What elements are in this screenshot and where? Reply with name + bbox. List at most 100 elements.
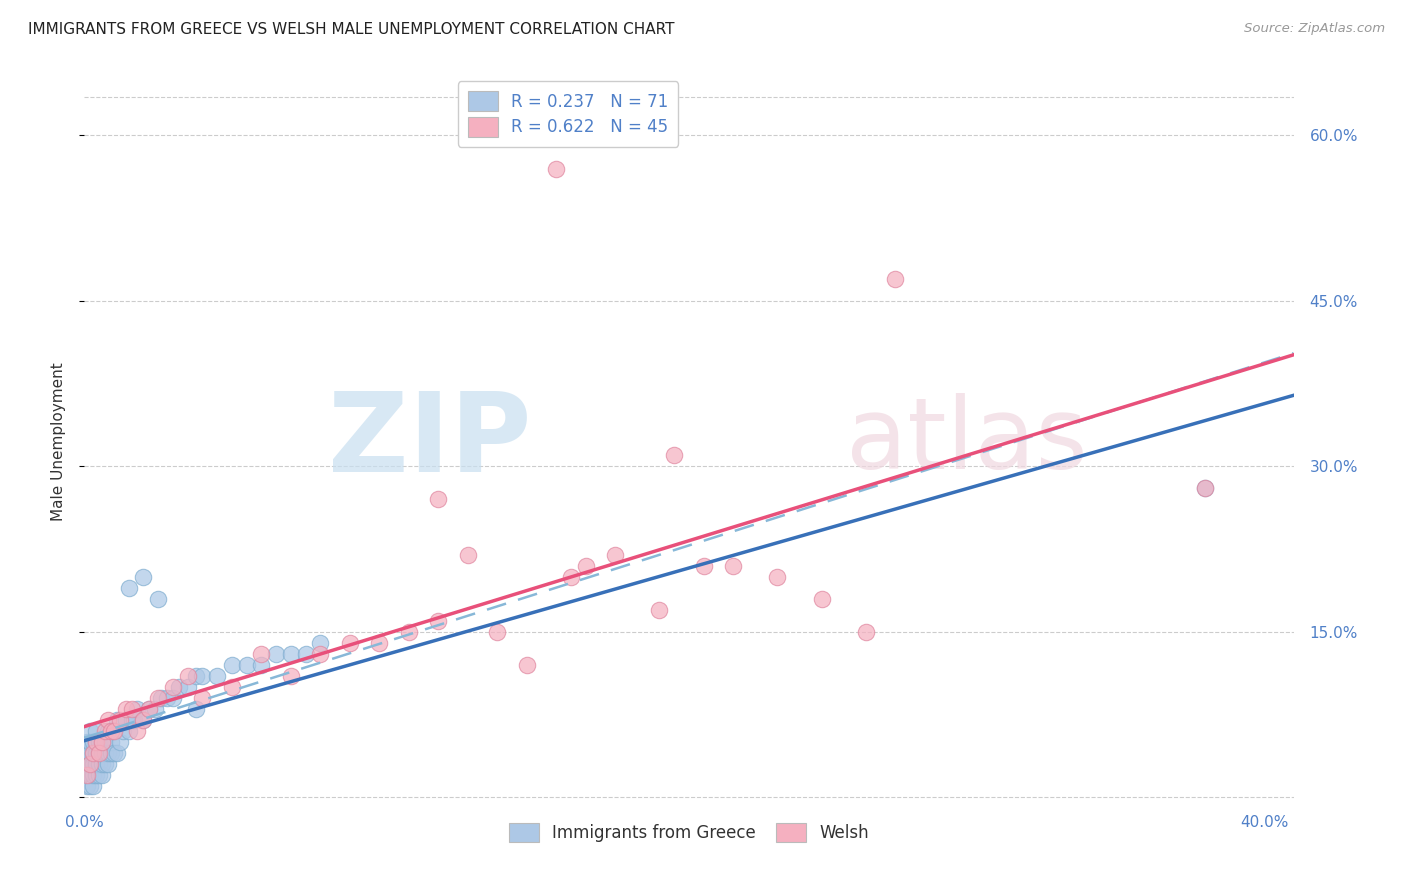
Point	[79, 746, 101, 760]
Point	[280, 669, 302, 683]
Point	[97, 746, 120, 760]
Point	[79, 779, 101, 793]
Point	[1194, 482, 1216, 496]
Point	[76, 746, 98, 760]
Point	[108, 735, 131, 749]
Point	[457, 548, 479, 562]
Point	[100, 735, 122, 749]
Point	[766, 569, 789, 583]
Point	[84, 735, 107, 749]
Point	[82, 735, 104, 749]
Point	[97, 724, 120, 739]
Point	[575, 558, 598, 573]
Point	[105, 713, 128, 727]
Point	[191, 669, 214, 683]
Point	[76, 735, 98, 749]
Point	[560, 569, 582, 583]
Point	[1194, 482, 1216, 496]
Point	[91, 757, 114, 772]
Y-axis label: Male Unemployment: Male Unemployment	[51, 362, 66, 521]
Point	[138, 702, 160, 716]
Point	[76, 768, 98, 782]
Point	[427, 614, 450, 628]
Point	[162, 691, 184, 706]
Point	[76, 779, 98, 793]
Point	[79, 768, 101, 782]
Point	[309, 636, 332, 650]
Point	[82, 757, 104, 772]
Point	[132, 569, 155, 583]
Text: Source: ZipAtlas.com: Source: ZipAtlas.com	[1244, 22, 1385, 36]
Point	[82, 746, 104, 760]
Point	[117, 724, 139, 739]
Point	[100, 724, 122, 739]
Point	[91, 735, 114, 749]
Point	[87, 746, 110, 760]
Point	[94, 724, 117, 739]
Point	[150, 691, 173, 706]
Point	[117, 581, 139, 595]
Point	[121, 713, 143, 727]
Text: ZIP: ZIP	[329, 388, 531, 495]
Point	[79, 724, 101, 739]
Point	[84, 735, 107, 749]
Point	[309, 647, 332, 661]
Point	[156, 691, 179, 706]
Point	[146, 591, 169, 606]
Point	[94, 746, 117, 760]
Point	[87, 757, 110, 772]
Point	[91, 768, 114, 782]
Point	[94, 757, 117, 772]
Point	[82, 779, 104, 793]
Point	[664, 448, 686, 462]
Point	[114, 702, 136, 716]
Point	[146, 691, 169, 706]
Point	[176, 680, 198, 694]
Point	[127, 724, 149, 739]
Point	[76, 757, 98, 772]
Point	[186, 702, 208, 716]
Point	[97, 757, 120, 772]
Point	[486, 624, 509, 639]
Point	[264, 647, 287, 661]
Point	[84, 768, 107, 782]
Point	[87, 746, 110, 760]
Point	[79, 735, 101, 749]
Point	[648, 603, 671, 617]
Point	[516, 657, 538, 672]
Point	[138, 702, 160, 716]
Point	[339, 636, 361, 650]
Point	[84, 746, 107, 760]
Point	[692, 558, 714, 573]
Point	[143, 702, 166, 716]
Point	[79, 757, 101, 772]
Point	[205, 669, 228, 683]
Point	[884, 272, 907, 286]
Point	[250, 657, 273, 672]
Point	[79, 757, 101, 772]
Point	[235, 657, 257, 672]
Point	[91, 735, 114, 749]
Point	[76, 768, 98, 782]
Point	[855, 624, 877, 639]
Point	[105, 746, 128, 760]
Point	[167, 680, 190, 694]
Point	[186, 669, 208, 683]
Point	[221, 680, 243, 694]
Point	[124, 713, 146, 727]
Point	[294, 647, 316, 661]
Point	[191, 691, 214, 706]
Point	[87, 735, 110, 749]
Point	[103, 746, 125, 760]
Legend: Immigrants from Greece, Welsh: Immigrants from Greece, Welsh	[502, 816, 876, 848]
Point	[82, 746, 104, 760]
Point	[546, 161, 568, 176]
Point	[108, 713, 131, 727]
Point	[427, 492, 450, 507]
Point	[84, 757, 107, 772]
Point	[605, 548, 627, 562]
Point	[127, 702, 149, 716]
Text: IMMIGRANTS FROM GREECE VS WELSH MALE UNEMPLOYMENT CORRELATION CHART: IMMIGRANTS FROM GREECE VS WELSH MALE UNE…	[28, 22, 675, 37]
Point	[810, 591, 832, 606]
Point	[176, 669, 198, 683]
